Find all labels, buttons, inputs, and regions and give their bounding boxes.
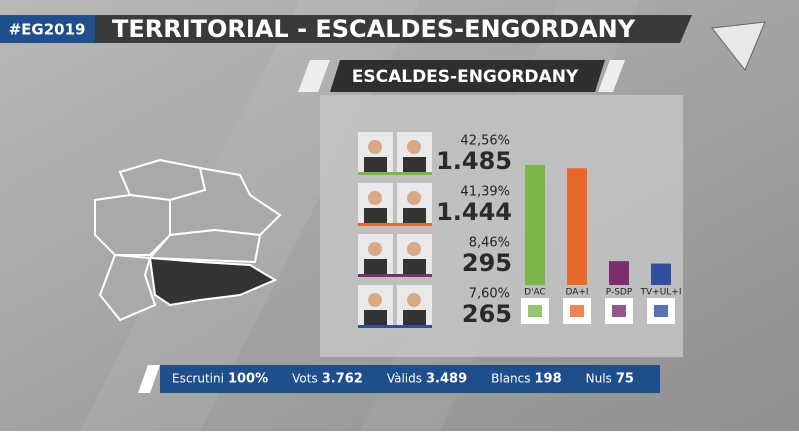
percent-label: 41,39%: [460, 185, 510, 200]
footer-label: Vots: [292, 372, 318, 386]
party-logo-mark: [654, 305, 668, 317]
party-logo-mark: [570, 305, 584, 317]
tag: #EG2019: [9, 21, 86, 39]
logo: [711, 21, 766, 71]
candidate-face: [407, 191, 421, 205]
candidate-underline: [358, 172, 432, 175]
subtitle-bar: [330, 60, 605, 92]
candidate-body: [364, 208, 387, 223]
candidate-face: [407, 242, 421, 256]
footer-label: Nuls: [586, 372, 612, 386]
map-region: [94, 193, 171, 256]
candidate-face: [368, 140, 382, 154]
category-label: P-SDP: [606, 288, 633, 298]
candidate-underline: [358, 223, 432, 226]
footer-value: 100%: [228, 372, 268, 387]
tag-box: [0, 15, 95, 43]
slash: [298, 60, 330, 92]
bar: [651, 263, 671, 285]
footer-label: Vàlids: [387, 372, 422, 386]
candidate-face: [368, 191, 382, 205]
candidate-underline: [358, 274, 432, 277]
title: TERRITORIAL - ESCALDES-ENGORDANY: [112, 15, 636, 43]
party-logo-mark: [528, 305, 542, 317]
subtitle: ESCALDES-ENGORDANY: [352, 67, 579, 87]
percent-label: 8,46%: [469, 236, 510, 251]
percent-label: 42,56%: [460, 134, 510, 149]
category-label: D'AC: [524, 288, 546, 298]
footer-bar: [160, 365, 660, 393]
candidate-body: [364, 310, 387, 325]
votes-label: 295: [462, 249, 512, 277]
candidate-body: [403, 208, 426, 223]
candidate-body: [364, 259, 387, 274]
map: [94, 158, 282, 322]
candidate-face: [407, 293, 421, 307]
candidate-body: [364, 157, 387, 172]
category-label: TV+UL+I: [640, 288, 682, 298]
bar: [567, 168, 587, 285]
footer-label: Blancs: [491, 372, 530, 386]
map-region: [147, 228, 262, 264]
footer-value: 75: [616, 372, 634, 387]
party-logo-mark: [612, 305, 626, 317]
map-highlight: [148, 256, 278, 307]
slash: [598, 60, 625, 92]
votes-label: 1.444: [436, 198, 512, 226]
candidate-face: [368, 242, 382, 256]
candidate-face: [368, 293, 382, 307]
category-label: DA+I: [565, 288, 588, 298]
bar: [525, 164, 545, 285]
candidate-body: [403, 259, 426, 274]
footer-value: 3.489: [426, 372, 467, 387]
percent-label: 7,60%: [469, 287, 510, 302]
footer-value: 3.762: [322, 372, 363, 387]
bar: [609, 261, 629, 285]
candidate-underline: [358, 325, 432, 328]
votes-label: 1.485: [436, 147, 512, 175]
footer-value: 198: [535, 372, 562, 387]
footer-label: Escrutini: [172, 372, 224, 386]
candidate-body: [403, 310, 426, 325]
title-bar: [95, 15, 692, 43]
candidate-body: [403, 157, 426, 172]
candidate-face: [407, 140, 421, 154]
slash: [138, 365, 160, 393]
votes-label: 265: [462, 300, 512, 328]
